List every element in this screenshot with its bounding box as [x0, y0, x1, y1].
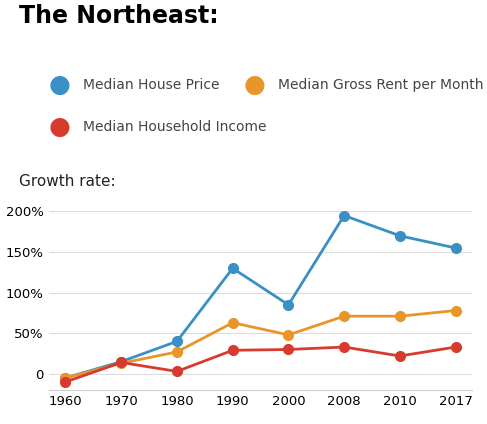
Text: Median Gross Rent per Month: Median Gross Rent per Month [278, 78, 483, 92]
Text: Median Household Income: Median Household Income [83, 120, 266, 134]
Text: Median House Price: Median House Price [83, 78, 219, 92]
Text: Growth rate:: Growth rate: [19, 174, 116, 189]
Text: ●: ● [244, 73, 265, 97]
Text: The Northeast:: The Northeast: [19, 4, 219, 28]
Text: ●: ● [49, 115, 71, 139]
Text: ●: ● [49, 73, 71, 97]
